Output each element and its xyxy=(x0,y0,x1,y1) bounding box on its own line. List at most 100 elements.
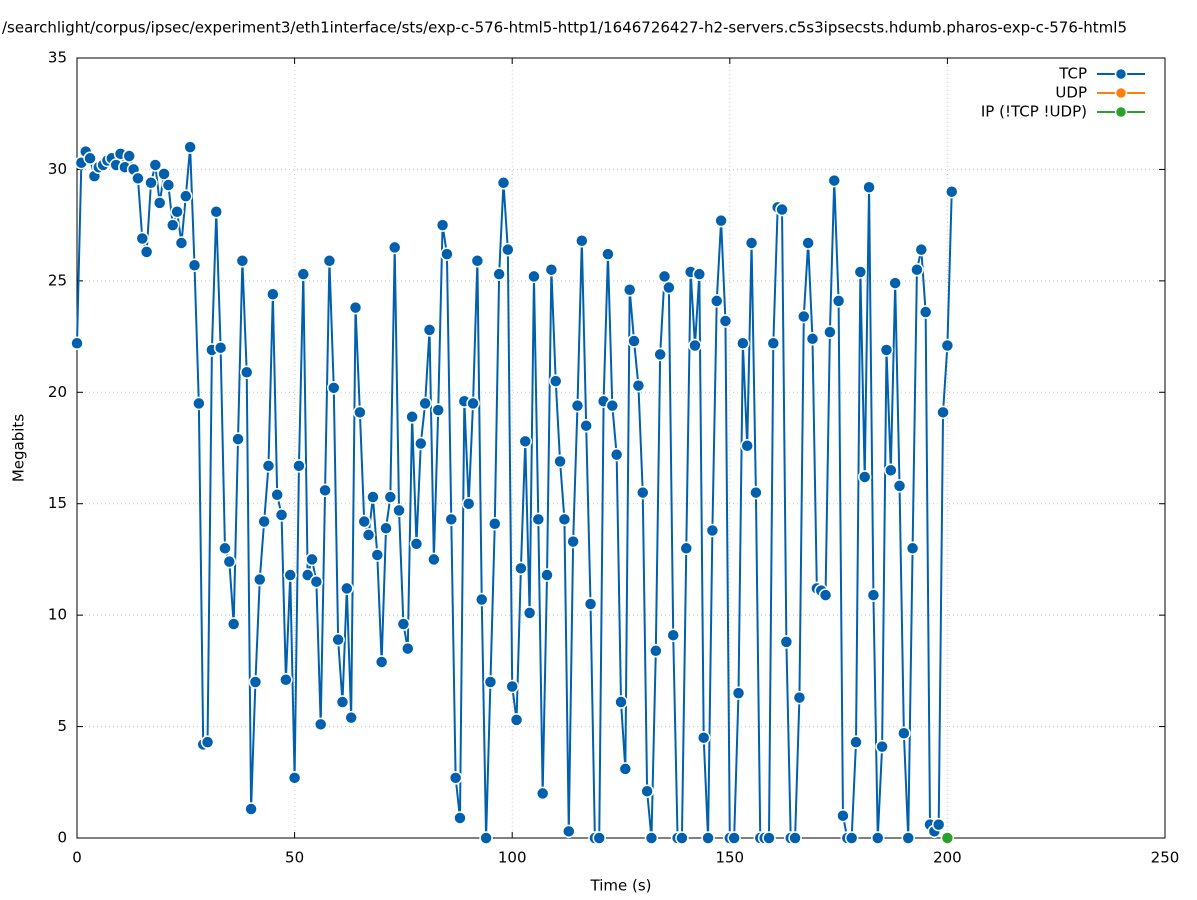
data-point xyxy=(522,606,537,620)
data-point xyxy=(392,503,406,518)
data-point xyxy=(448,771,463,785)
data-point xyxy=(344,710,358,725)
data-point xyxy=(327,381,341,395)
data-point xyxy=(361,528,376,542)
data-point xyxy=(879,343,894,357)
x-tick-label: 200 xyxy=(933,849,962,867)
data-point xyxy=(401,641,415,656)
data-point xyxy=(222,554,237,569)
y-tick-label: 35 xyxy=(48,49,67,67)
data-point xyxy=(461,496,476,511)
data-point xyxy=(836,808,850,823)
data-point xyxy=(618,762,633,776)
data-point xyxy=(644,831,659,845)
x-tick-label: 50 xyxy=(285,849,304,867)
data-point xyxy=(592,831,606,845)
data-point xyxy=(792,690,807,705)
data-point xyxy=(797,309,811,324)
data-point xyxy=(762,831,776,845)
data-point xyxy=(662,280,676,295)
data-point xyxy=(414,436,428,451)
data-point xyxy=(213,340,228,355)
legend-swatch xyxy=(1114,105,1128,119)
data-point xyxy=(283,568,297,582)
data-point xyxy=(366,490,380,504)
data-point xyxy=(331,632,345,647)
x-tick-label: 150 xyxy=(715,849,744,867)
data-point xyxy=(187,258,202,273)
x-tick-label: 250 xyxy=(1151,849,1180,867)
data-point xyxy=(779,635,794,649)
data-point xyxy=(914,242,929,257)
data-point xyxy=(805,332,820,346)
data-point xyxy=(514,561,528,576)
data-point xyxy=(631,378,646,393)
data-point xyxy=(866,588,881,602)
data-point xyxy=(844,831,859,845)
data-point xyxy=(170,205,184,219)
data-point xyxy=(892,479,907,493)
data-point xyxy=(709,294,724,308)
data-point xyxy=(431,403,445,417)
data-point xyxy=(666,628,680,642)
data-point xyxy=(871,831,885,845)
data-point xyxy=(622,283,637,297)
data-point xyxy=(374,655,389,669)
data-point xyxy=(157,167,171,181)
data-point xyxy=(387,240,402,255)
data-point xyxy=(313,717,328,732)
y-tick-label: 0 xyxy=(57,829,67,847)
data-point xyxy=(427,552,441,567)
data-point xyxy=(248,675,263,689)
data-point xyxy=(614,695,628,709)
data-point xyxy=(653,347,667,362)
data-point xyxy=(261,459,276,473)
data-point xyxy=(531,512,546,527)
data-point xyxy=(279,673,293,687)
legend-swatch xyxy=(1114,67,1128,81)
data-point xyxy=(749,485,763,500)
x-tick-label: 0 xyxy=(72,849,82,867)
data-point xyxy=(357,514,371,529)
data-point xyxy=(740,439,754,453)
data-point xyxy=(766,336,781,351)
data-point xyxy=(744,236,759,250)
data-point xyxy=(309,574,324,589)
data-point xyxy=(231,432,245,446)
data-point xyxy=(218,541,232,556)
data-point xyxy=(353,405,367,420)
data-point xyxy=(300,568,315,582)
data-point xyxy=(818,588,833,602)
data-point xyxy=(70,336,84,351)
data-point xyxy=(570,398,585,413)
data-point xyxy=(496,176,511,190)
data-point xyxy=(270,488,284,502)
data-point xyxy=(165,218,180,232)
data-point xyxy=(83,151,97,166)
data-point xyxy=(244,802,258,816)
data-point xyxy=(192,396,206,411)
data-point xyxy=(583,597,598,611)
data-point xyxy=(287,771,302,785)
data-point xyxy=(370,548,385,562)
y-tick-label: 25 xyxy=(48,271,67,289)
data-point xyxy=(122,149,136,163)
data-point xyxy=(701,831,715,845)
chart-title: /searchlight/corpus/ipsec/experiment3/et… xyxy=(2,19,1127,37)
y-tick-label: 5 xyxy=(57,717,67,735)
data-point xyxy=(548,374,563,388)
data-point xyxy=(274,508,289,522)
data-point xyxy=(705,523,720,538)
data-point xyxy=(901,831,915,845)
data-point xyxy=(557,512,572,527)
data-point xyxy=(518,434,533,449)
data-point xyxy=(492,267,506,281)
series-line xyxy=(76,147,953,839)
data-point xyxy=(409,537,424,551)
data-point xyxy=(945,184,959,199)
data-point xyxy=(435,218,450,232)
data-point xyxy=(200,735,215,749)
data-point xyxy=(931,817,946,832)
data-point xyxy=(501,242,515,257)
